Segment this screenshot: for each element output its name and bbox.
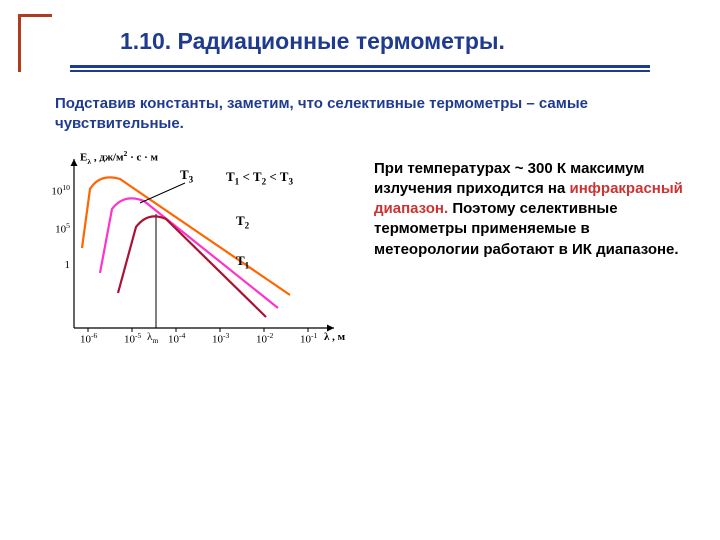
slide-title: 1.10. Радиационные термометры. [120, 28, 690, 55]
rule-thin [70, 70, 650, 72]
temperature-relation: T1 < T2 < T3 [226, 169, 293, 187]
x-tick: 10-2 [256, 331, 273, 346]
x-tick: 10-6 [80, 331, 97, 346]
rule-thick [70, 65, 650, 68]
x-tick: 10-3 [212, 331, 229, 346]
curve-label-T2: T2 [236, 213, 249, 231]
curve-label-T3: T3 [180, 167, 193, 185]
y-tick: 1 [30, 259, 70, 271]
explanation-text: При температурах ~ 300 К максимум излуче… [360, 153, 690, 260]
corner-decoration [18, 14, 52, 72]
x-tick: 10-5 [124, 331, 141, 346]
x-axis-label: λ , м [324, 331, 345, 343]
x-tick: 10-4 [168, 331, 185, 346]
y-axis-label: Eλ , дж/м2 · с · м [80, 149, 158, 166]
lambda-m-label: λm [147, 331, 158, 345]
intro-text: Подставив константы, заметим, что селект… [55, 94, 660, 135]
y-tick: 1010 [30, 183, 70, 198]
y-tick: 105 [30, 221, 70, 236]
curve-label-T1: T1 [236, 253, 249, 271]
x-tick: 10-1 [300, 331, 317, 346]
planck-chart: Eλ , дж/м2 · с · мλ , м1010105110-610-51… [30, 153, 360, 383]
